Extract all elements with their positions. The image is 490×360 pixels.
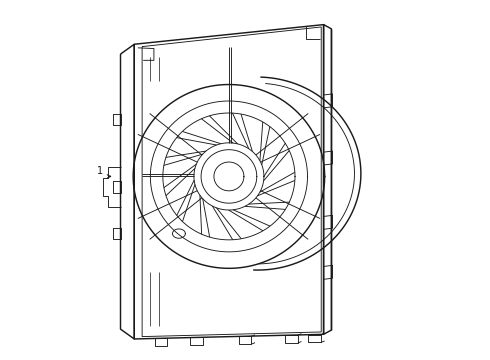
Text: 1: 1 (97, 166, 103, 176)
